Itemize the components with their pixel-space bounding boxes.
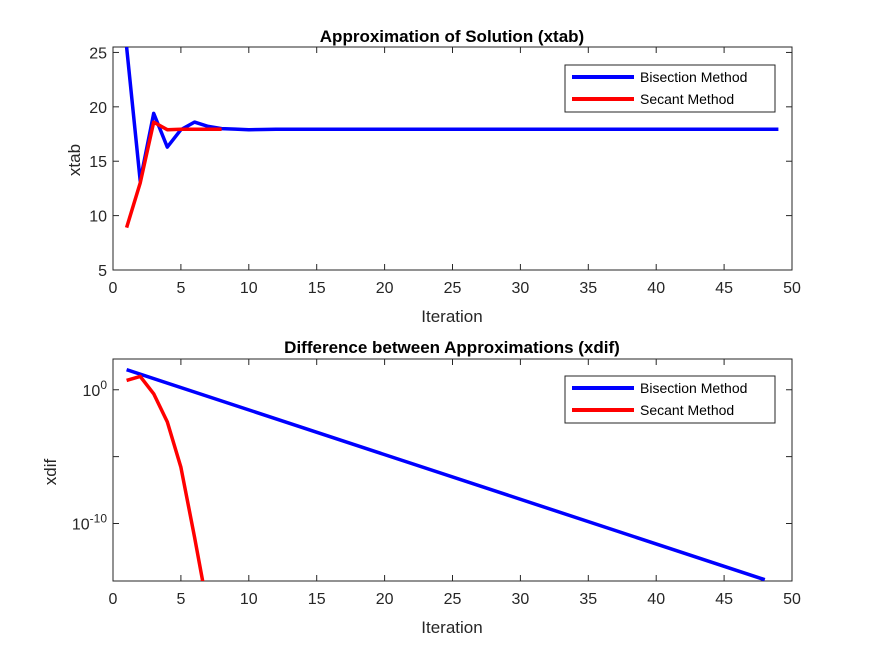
y-tick-label: 20 — [89, 100, 107, 117]
y-tick-label: 15 — [89, 154, 107, 171]
x-tick-label: 50 — [783, 280, 801, 297]
x-tick-label: 15 — [308, 591, 326, 608]
legend-box-bottom — [564, 375, 776, 424]
legend-box-top — [564, 64, 776, 113]
x-tick-label: 35 — [579, 280, 597, 297]
x-tick-label: 25 — [444, 280, 462, 297]
legend-label-secant-top: Secant Method — [640, 91, 734, 107]
x-tick-label: 40 — [647, 280, 665, 297]
x-tick-label: 50 — [783, 591, 801, 608]
x-tick-label: 5 — [176, 591, 185, 608]
x-tick-label: 35 — [579, 591, 597, 608]
x-axis-label-bottom: Iteration — [421, 618, 482, 637]
x-tick-label: 0 — [109, 591, 118, 608]
y-axis-label-bottom: xdif — [41, 459, 60, 486]
series-line-secant — [126, 374, 205, 581]
chart-title-bottom: Difference between Approximations (xdif) — [284, 338, 620, 357]
axes-bottom: Difference between Approximations (xdif)… — [41, 338, 801, 637]
x-tick-label: 30 — [512, 280, 530, 297]
x-tick-label: 30 — [512, 591, 530, 608]
x-tick-label: 10 — [240, 280, 258, 297]
x-tick-label: 10 — [240, 591, 258, 608]
y-tick-label: 10-10 — [72, 511, 107, 533]
y-tick-label: 25 — [89, 45, 107, 62]
chart-title-top: Approximation of Solution (xtab) — [320, 27, 584, 46]
y-tick-label: 100 — [83, 378, 108, 400]
x-tick-label: 20 — [376, 280, 394, 297]
series-line-bisection — [124, 47, 779, 183]
x-tick-label: 45 — [715, 280, 733, 297]
y-tick-label: 10 — [89, 209, 107, 226]
series-line-bisection — [126, 368, 766, 581]
x-tick-label: 25 — [444, 591, 462, 608]
series-line-secant — [124, 120, 222, 229]
x-tick-label: 0 — [109, 280, 118, 297]
y-axis-label-top: xtab — [65, 144, 84, 176]
legend-top: Bisection Method Secant Method — [564, 64, 776, 113]
x-tick-label: 20 — [376, 591, 394, 608]
x-tick-label: 5 — [176, 280, 185, 297]
legend-label-secant-bottom: Secant Method — [640, 402, 734, 418]
legend-label-bisection-top: Bisection Method — [640, 69, 747, 85]
x-tick-label: 40 — [647, 591, 665, 608]
x-tick-label: 45 — [715, 591, 733, 608]
x-tick-label: 15 — [308, 280, 326, 297]
y-tick-label: 5 — [98, 263, 107, 280]
legend-bottom: Bisection Method Secant Method — [564, 375, 776, 424]
axes-top: Approximation of Solution (xtab) 0 5 10 15 2… — [65, 27, 801, 326]
x-axis-label-top: Iteration — [421, 307, 482, 326]
legend-label-bisection-bottom: Bisection Method — [640, 380, 747, 396]
